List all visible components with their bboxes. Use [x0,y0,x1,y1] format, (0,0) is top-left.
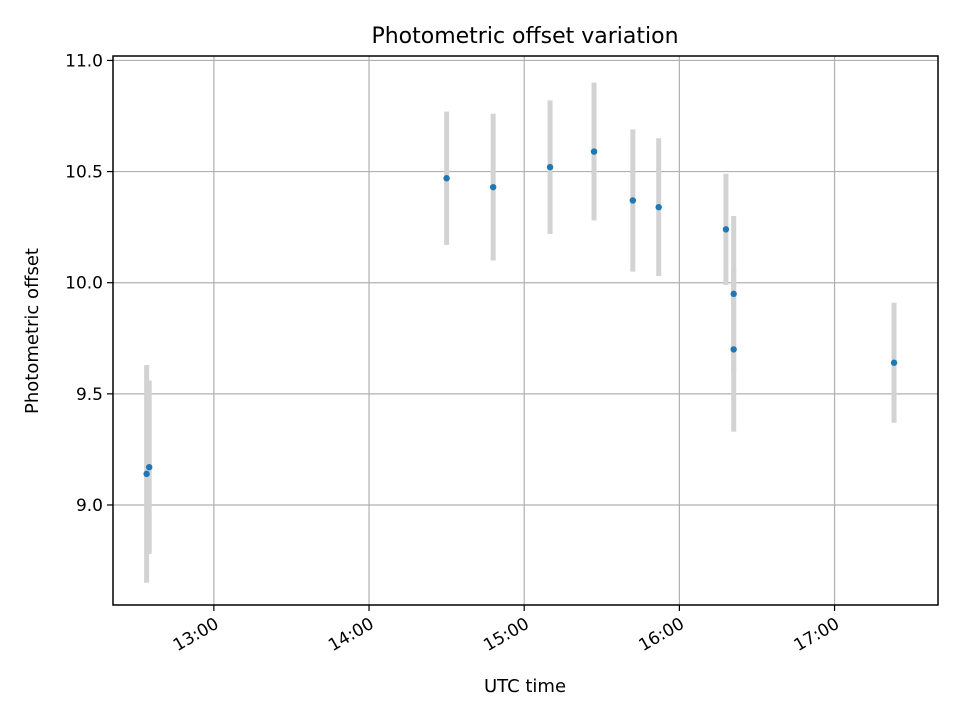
y-tick-label: 11.0 [65,51,103,71]
data-point [489,183,497,191]
data-point [629,197,637,204]
grid [113,56,938,605]
data-point [730,290,737,298]
y-axis-label: Photometric offset [22,248,43,414]
y-tick-label: 10.0 [65,274,103,294]
plot-frame [112,55,939,606]
data-point [890,359,898,366]
chart-title: Photometric offset variation [371,24,678,49]
x-axis-label: UTC time [484,676,566,697]
y-tick-label: 9.5 [76,385,103,405]
data-point [722,226,730,233]
data-point [730,346,737,353]
data-point [546,163,554,171]
y-tick-label: 9.0 [76,496,103,516]
y-tick-label: 10.5 [65,163,103,183]
data-point [143,470,150,478]
data-point [655,203,662,211]
data-points [143,148,898,478]
data-point [443,175,450,182]
data-point [590,148,598,155]
data-point [146,463,153,471]
